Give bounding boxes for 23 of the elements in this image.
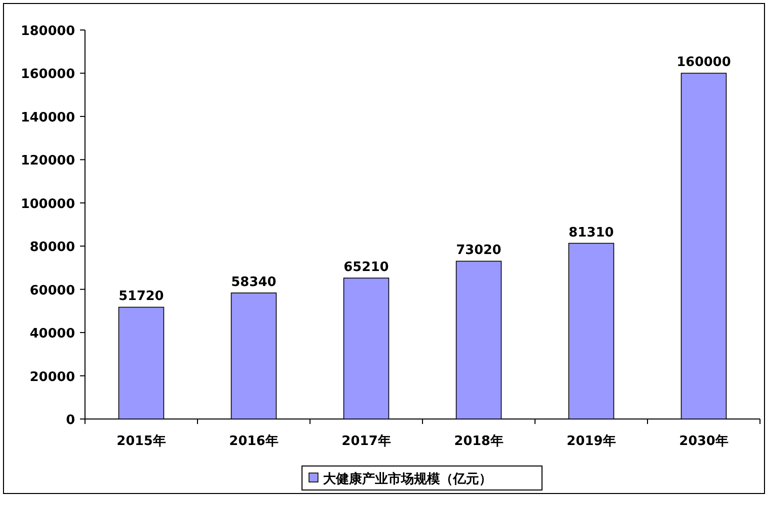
y-tick-label: 80000 bbox=[30, 240, 75, 256]
y-tick-label: 120000 bbox=[20, 154, 75, 169]
data-label: 58340 bbox=[231, 274, 276, 290]
y-tick-label: 160000 bbox=[20, 67, 75, 82]
y-tick-label: 0 bbox=[66, 413, 75, 428]
y-tick-label: 60000 bbox=[30, 283, 75, 298]
data-label: 160000 bbox=[676, 55, 731, 70]
x-tick-label: 2017年 bbox=[342, 434, 391, 449]
y-tick-label: 100000 bbox=[20, 196, 75, 212]
x-tick-label: 2015年 bbox=[116, 434, 166, 449]
x-tick-label: 2019年 bbox=[566, 434, 616, 449]
y-tick-label: 40000 bbox=[30, 326, 75, 342]
x-tick-label: 2018年 bbox=[454, 434, 504, 449]
data-label: 51720 bbox=[118, 289, 164, 304]
x-tick-label: 2030年 bbox=[679, 434, 728, 449]
y-tick-label: 20000 bbox=[30, 370, 75, 385]
legend-label: 大健康产业市场规模（亿元） bbox=[323, 471, 492, 487]
x-tick-label: 2016年 bbox=[229, 434, 278, 449]
y-tick-label: 180000 bbox=[20, 24, 75, 39]
data-label: 65210 bbox=[344, 260, 389, 276]
y-tick-label: 140000 bbox=[20, 110, 75, 126]
data-label: 73020 bbox=[456, 243, 502, 258]
data-label: 81310 bbox=[568, 225, 614, 240]
